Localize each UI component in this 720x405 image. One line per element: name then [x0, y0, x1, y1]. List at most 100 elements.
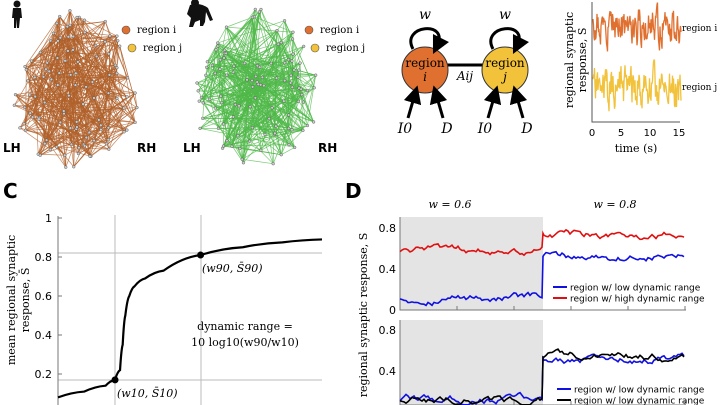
network-edge	[233, 72, 290, 145]
response-trace	[399, 228, 685, 257]
network-edge	[72, 36, 110, 76]
network-edge	[44, 73, 77, 144]
network-node	[312, 86, 316, 90]
w90-label: (w90, S̄90)	[202, 262, 263, 275]
network-node	[231, 115, 235, 119]
w10-marker	[111, 376, 119, 384]
network-node	[271, 162, 275, 166]
network-node	[66, 35, 70, 39]
network-node	[81, 102, 85, 106]
network-node	[108, 34, 112, 38]
network-node	[213, 71, 217, 75]
network-node	[263, 132, 267, 137]
network-edge	[196, 82, 314, 123]
network-edge	[224, 49, 245, 64]
y-tick-label: 0.4	[379, 365, 397, 378]
panel-b-traces: 0 5 10 15 time (s) regional synaptic res…	[563, 2, 717, 155]
network-node	[106, 91, 111, 95]
network-edge	[214, 73, 289, 129]
network-node	[287, 113, 291, 117]
network-edge	[205, 72, 216, 76]
network-node	[125, 128, 129, 132]
network-edge	[89, 129, 128, 157]
network-node	[273, 131, 277, 135]
network-node	[88, 154, 92, 158]
self-loop-arrow-icon	[409, 27, 450, 55]
network-node	[12, 103, 16, 107]
network-edge	[249, 106, 262, 151]
rh-label: RH	[137, 141, 156, 155]
network-node	[233, 103, 237, 107]
network-node	[133, 91, 137, 95]
network-node	[94, 43, 98, 48]
network-edge	[202, 75, 207, 119]
region-i-circle	[401, 46, 449, 94]
i0-label: I0	[397, 121, 413, 137]
network-edge	[63, 98, 118, 112]
network-edge	[76, 126, 90, 133]
network-node	[66, 49, 70, 53]
network-node	[104, 142, 109, 146]
network-edge	[260, 9, 314, 123]
lh-label: LH	[183, 141, 201, 155]
condition-label: w = 0.8	[593, 198, 636, 211]
network-edge	[29, 86, 87, 96]
network-node	[115, 66, 119, 70]
i0-label: I0	[477, 121, 493, 137]
network-edge	[29, 92, 136, 96]
network-edge	[63, 113, 72, 145]
w90-marker	[197, 251, 205, 259]
network-node	[133, 120, 137, 124]
network-edge	[108, 92, 128, 98]
input-arrow-icon	[509, 85, 528, 119]
network-node	[291, 30, 295, 34]
network-node	[302, 44, 306, 48]
network-node	[135, 105, 139, 110]
network-edge	[233, 72, 243, 160]
network-node	[13, 93, 18, 97]
network-node	[225, 139, 229, 143]
w06-shaded-region	[400, 320, 543, 405]
network-node	[26, 79, 30, 83]
network-node	[198, 126, 202, 130]
network-node	[253, 96, 257, 100]
network-node	[312, 120, 316, 124]
network-node	[240, 157, 244, 161]
network-node	[58, 36, 62, 40]
network-node	[204, 73, 208, 77]
network-edge	[34, 40, 51, 97]
network-node	[84, 135, 88, 140]
legend-label: region w/ low dynamic range	[570, 284, 701, 294]
network-node	[107, 52, 111, 56]
network-node	[197, 99, 201, 103]
network-node	[286, 58, 291, 62]
network-node	[55, 145, 59, 149]
y-axis-label: mean regional synaptic	[5, 235, 18, 365]
human-silhouette-icon	[12, 0, 22, 28]
network-node	[218, 67, 222, 71]
network-edge	[231, 127, 253, 147]
network-node	[248, 139, 252, 143]
network-node	[274, 76, 279, 80]
network-edge	[302, 75, 317, 131]
panel-a: LH RH LH RH region i region j region i r…	[3, 0, 365, 169]
network-node	[257, 10, 261, 14]
network-edge	[199, 84, 261, 129]
network-edge	[89, 127, 109, 133]
condition-label: w = 0.6	[428, 198, 471, 211]
network-node	[75, 120, 79, 124]
network-node	[75, 15, 79, 20]
network-node	[38, 153, 42, 157]
dynamic-range-formula: 10 log10(w90/w10)	[191, 336, 299, 349]
network-node	[262, 84, 266, 88]
y-tick-label: 0.6	[35, 290, 53, 303]
network-edge	[108, 67, 118, 128]
network-node	[92, 138, 96, 143]
network-edge	[67, 21, 106, 28]
network-edge	[39, 50, 69, 118]
node-j-text: region	[485, 56, 525, 70]
network-node	[290, 128, 294, 132]
w-label: w	[419, 7, 431, 23]
network-edge	[284, 80, 293, 130]
response-trace	[399, 250, 685, 307]
